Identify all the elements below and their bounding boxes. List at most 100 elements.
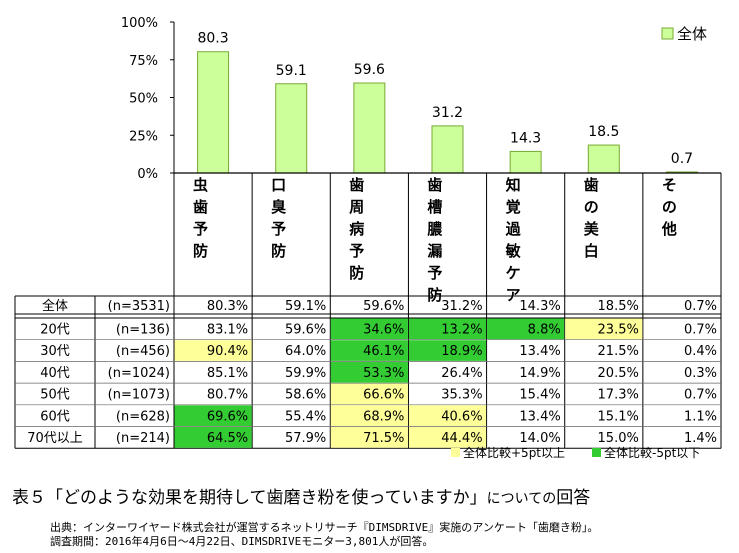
- row-value: 13.4%: [519, 344, 560, 359]
- data-label: 31.2: [432, 105, 463, 121]
- total-row-value: 14.3%: [519, 299, 560, 314]
- highlight-cell: [487, 318, 565, 340]
- row-value: 18.9%: [441, 344, 482, 359]
- category-label: 予: [427, 264, 442, 282]
- category-label: 臭: [271, 198, 286, 216]
- row-value: 23.5%: [598, 323, 639, 338]
- highlight-cell: [408, 340, 487, 361]
- category-label: 周: [349, 198, 364, 216]
- category-label: 口: [271, 176, 286, 194]
- category-label: そ: [662, 176, 677, 194]
- source-note: 出典：インターワイヤード株式会社が運営するネットリサーチ『DIMSDRIVE』実…: [50, 521, 598, 549]
- row-value: 15.0%: [598, 431, 639, 446]
- bar: [509, 150, 542, 174]
- row-value: 68.9%: [363, 409, 404, 424]
- row-value: 66.6%: [363, 388, 404, 403]
- total-row-label: 全体: [42, 298, 68, 314]
- legend-swatch: [661, 27, 674, 40]
- category-label: 歯: [427, 176, 442, 194]
- legend-label: 全体: [677, 25, 707, 43]
- category-label: の: [662, 198, 677, 216]
- row-value: 85.1%: [207, 366, 248, 381]
- row-value: 80.7%: [207, 388, 248, 403]
- row-label: 70代以上: [27, 431, 83, 446]
- row-value: 34.6%: [363, 323, 404, 338]
- row-value: 13.2%: [441, 323, 482, 338]
- row-value: 71.5%: [363, 431, 404, 446]
- row-value: 44.4%: [441, 431, 482, 446]
- category-label: 漏: [427, 242, 442, 260]
- category-label: 予: [349, 242, 364, 260]
- row-value: 15.4%: [519, 388, 560, 403]
- category-label: 知: [506, 176, 521, 194]
- highlight-legend-high: 全体比較+5pt以上: [463, 445, 565, 460]
- category-label: 敏: [505, 242, 522, 260]
- source-line-1: 出典：インターワイヤード株式会社が運営するネットリサーチ『DIMSDRIVE』実…: [50, 521, 599, 534]
- highlight-cell: [408, 405, 487, 426]
- row-label: 30代: [40, 344, 70, 359]
- highlight-cell: [330, 340, 408, 361]
- row-value: 53.3%: [363, 366, 404, 381]
- category-label: の: [584, 198, 599, 216]
- row-value: 8.8%: [528, 323, 561, 338]
- row-n: (n=456): [116, 344, 170, 359]
- row-n: (n=214): [116, 431, 170, 446]
- row-value: 15.1%: [598, 409, 639, 424]
- highlight-cell: [174, 405, 252, 426]
- highlight-cell: [330, 361, 408, 383]
- category-label: 防: [193, 242, 208, 260]
- caption-prefix: 表５「: [12, 488, 63, 508]
- row-value: 64.5%: [207, 431, 248, 446]
- category-label: 防: [427, 286, 442, 304]
- category-label: 予: [193, 220, 208, 238]
- category-label: 美: [584, 220, 600, 238]
- row-value: 83.1%: [207, 323, 248, 338]
- row-value: 90.4%: [207, 344, 248, 359]
- row-value: 46.1%: [363, 344, 404, 359]
- bar: [197, 51, 230, 174]
- row-value: 55.4%: [285, 409, 326, 424]
- highlight-cell: [408, 427, 487, 448]
- total-row-value: 59.1%: [285, 299, 326, 314]
- highlight-cell: [330, 383, 408, 405]
- data-label: 18.5: [588, 124, 619, 140]
- highlight-legend-low: 全体比較-5pt以下: [604, 445, 700, 460]
- data-label: 59.6: [354, 62, 385, 78]
- caption-suffix: 」: [469, 488, 487, 508]
- category-label: 歯: [193, 198, 208, 216]
- row-value: 59.9%: [285, 366, 326, 381]
- source-line-2: 調査期間：2016年4月6日～4月22日、DIMSDRIVEモニター3,801人…: [50, 535, 434, 548]
- row-value: 1.1%: [684, 409, 717, 424]
- row-n: (n=1024): [108, 366, 170, 381]
- row-value: 0.7%: [684, 323, 717, 338]
- row-label: 60代: [40, 409, 70, 424]
- total-row-value: 80.3%: [207, 299, 248, 314]
- category-label: 病: [349, 220, 364, 238]
- highlight-legend-swatch-high: [451, 448, 460, 457]
- category-label: 覚: [506, 198, 521, 216]
- category-label: 過: [505, 220, 522, 238]
- row-value: 0.7%: [684, 388, 717, 403]
- row-value: 57.9%: [285, 431, 326, 446]
- row-value: 35.3%: [441, 388, 482, 403]
- row-value: 26.4%: [441, 366, 482, 381]
- y-tick-label: 75%: [129, 54, 158, 69]
- total-row-value: 0.7%: [684, 299, 717, 314]
- row-n: (n=1073): [108, 388, 170, 403]
- chart: 100% 75% 50% 25% 0% 80.3 59.1 59.6 31.2 14.3 18.5 0…: [14, 16, 722, 460]
- row-label: 50代: [40, 388, 70, 403]
- y-tick-label: 25%: [129, 129, 158, 144]
- caption-tail: 回答: [556, 488, 591, 508]
- row-value: 40.6%: [441, 409, 482, 424]
- total-row-value: 31.2%: [441, 299, 482, 314]
- total-row-value: 59.6%: [363, 299, 404, 314]
- category-label: 防: [271, 242, 286, 260]
- row-n: (n=136): [116, 323, 170, 338]
- row-label: 40代: [40, 366, 70, 381]
- row-value: 20.5%: [598, 366, 639, 381]
- highlight-cell: [330, 427, 408, 448]
- data-label: 80.3: [197, 31, 228, 47]
- bar: [353, 82, 386, 174]
- total-row-n: (n=3531): [108, 299, 170, 314]
- row-value: 64.0%: [285, 344, 326, 359]
